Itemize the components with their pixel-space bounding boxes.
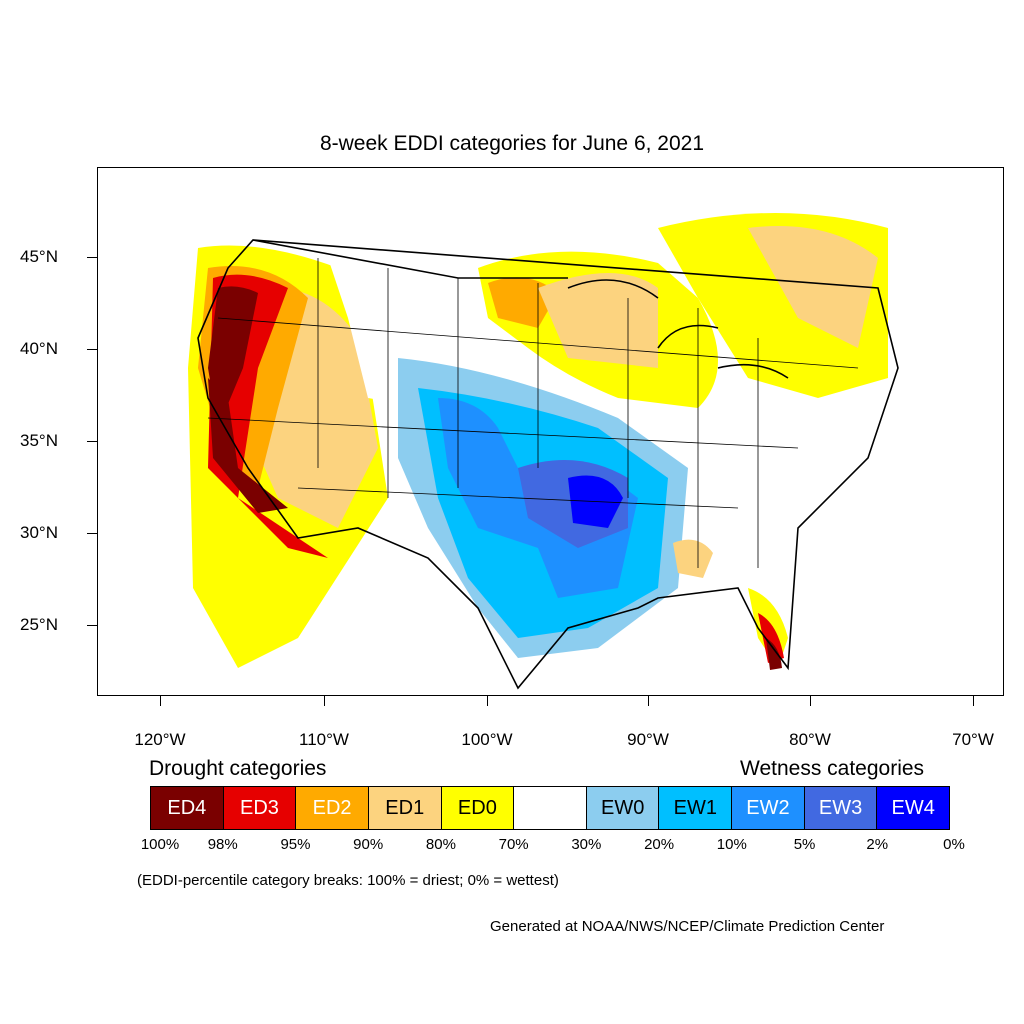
field-ed1-ne — [748, 226, 878, 348]
legend-box-ed2: ED2 — [296, 787, 369, 829]
drought-categories-title: Drought categories — [149, 757, 327, 780]
legend-percentile: 10% — [716, 836, 747, 853]
great-lakes — [567, 279, 789, 379]
lon-label-110: 110°W — [299, 730, 349, 749]
lat-tick — [87, 349, 97, 350]
legend-box-ew2: EW2 — [732, 787, 805, 829]
legend-percentile: 98% — [207, 836, 238, 853]
map-title: 8-week EDDI categories for June 6, 2021 — [319, 132, 705, 155]
legend-percentile: 0% — [943, 836, 965, 853]
lon-label-80: 80°W — [789, 730, 831, 749]
lon-tick — [487, 696, 488, 706]
lon-tick — [160, 696, 161, 706]
lat-label-25: 25°N — [20, 615, 58, 634]
legend-box-ew1: EW1 — [659, 787, 733, 829]
lat-label-45: 45°N — [20, 247, 58, 266]
lon-label-90: 90°W — [627, 730, 669, 749]
lon-tick — [648, 696, 649, 706]
legend-box-ed3: ED3 — [223, 787, 297, 829]
eddi-map — [188, 213, 899, 690]
legend-box-ew0: EW0 — [586, 787, 660, 829]
credit-line: Generated at NOAA/NWS/NCEP/Climate Predi… — [490, 918, 885, 935]
lon-tick — [324, 696, 325, 706]
legend-note: (EDDI-percentile category breaks: 100% =… — [137, 872, 559, 889]
wetness-categories-title: Wetness categories — [740, 757, 925, 780]
field-ed4-west — [208, 286, 288, 513]
legend-box-ed1: ED1 — [368, 787, 442, 829]
lon-label-100: 100°W — [461, 730, 513, 749]
field-ed4-florida — [766, 638, 782, 670]
map-panel — [97, 167, 1004, 696]
legend-percentile: 100% — [140, 836, 180, 853]
legend-percentile: 5% — [793, 836, 816, 853]
lat-tick — [87, 257, 97, 258]
legend-percentile: 95% — [280, 836, 311, 853]
lon-label-120: 120°W — [134, 730, 186, 749]
field-ed1-southeast — [673, 539, 713, 578]
legend-box-ew3: EW3 — [804, 787, 878, 829]
legend-percentile: 80% — [425, 836, 456, 853]
lat-label-30: 30°N — [20, 523, 58, 542]
lat-tick — [87, 441, 97, 442]
us-outline — [197, 239, 899, 690]
legend-box-ed4: ED4 — [151, 787, 224, 829]
legend-bar: ED4 ED3 ED2 ED1 ED0 EW0 EW1 EW2 EW3 EW4 — [150, 786, 950, 830]
legend-box-ew4: EW4 — [877, 787, 950, 829]
legend-box-ed0: ED0 — [441, 787, 515, 829]
legend-percentile: 20% — [644, 836, 675, 853]
lat-tick — [87, 533, 97, 534]
legend-percentile: 30% — [571, 836, 602, 853]
state-lines — [207, 258, 859, 568]
lon-tick — [973, 696, 974, 706]
category-fields — [188, 213, 888, 670]
legend-percentile: 2% — [866, 836, 889, 853]
lat-label-40: 40°N — [20, 339, 58, 358]
lat-tick — [87, 625, 97, 626]
lon-tick — [810, 696, 811, 706]
legend-percentile: 90% — [353, 836, 384, 853]
lat-label-35: 35°N — [20, 431, 58, 450]
lon-label-70: 70°W — [952, 730, 994, 749]
legend-percentile: 70% — [498, 836, 529, 853]
legend-box-normal — [514, 787, 587, 829]
